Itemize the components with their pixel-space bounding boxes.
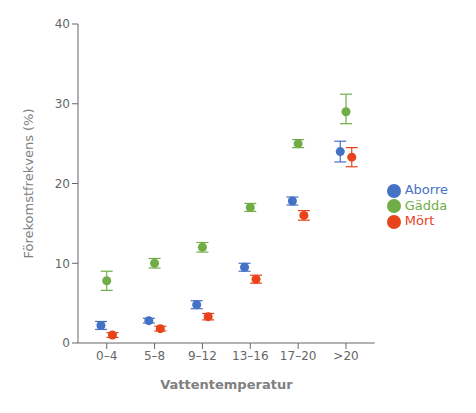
svg-text:5–8: 5–8 <box>144 349 165 363</box>
svg-text:Förekomstfrekvens (%): Förekomstfrekvens (%) <box>21 108 36 258</box>
svg-text:9–12: 9–12 <box>188 349 217 363</box>
svg-text:30: 30 <box>55 97 70 111</box>
svg-text:17–20: 17–20 <box>280 349 317 363</box>
svg-text:0: 0 <box>62 336 70 350</box>
svg-text:0–4: 0–4 <box>96 349 117 363</box>
svg-text:10: 10 <box>55 257 70 271</box>
html-text:Mört: Mört <box>404 213 435 229</box>
html-text:Aborre: Aborre <box>404 182 448 198</box>
html-text:Gädda: Gädda <box>404 197 448 213</box>
svg-text:20: 20 <box>55 177 70 191</box>
svg-text:Vattentemperatur: Vattentemperatur <box>160 377 293 392</box>
svg-text:13–16: 13–16 <box>232 349 269 363</box>
svg-text:40: 40 <box>55 17 70 31</box>
svg-text:>20: >20 <box>333 349 358 363</box>
